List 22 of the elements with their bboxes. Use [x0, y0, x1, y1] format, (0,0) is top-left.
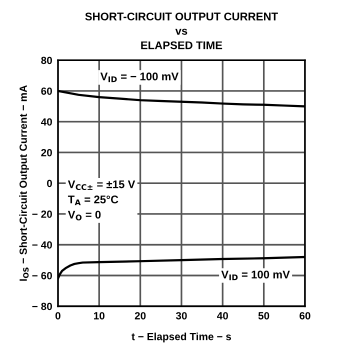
annotation: V$_{ID}$ = 100 mV: [221, 270, 290, 280]
chart-title: SHORT-CIRCUIT OUTPUT CURRENT vs ELAPSED TIME: [85, 12, 278, 50]
x-tick-label: 0: [55, 312, 60, 320]
x-tick-label: 20: [134, 312, 146, 320]
x-axis-title: t − Elapsed Time − s: [132, 332, 232, 342]
x-tick-label: 50: [258, 312, 270, 320]
y-tick-label: − 40: [32, 241, 52, 249]
annotation: V$_{ID}$ = − 100 mV: [100, 72, 179, 82]
x-tick-label: 30: [176, 312, 187, 320]
x-tick-label: 60: [300, 312, 310, 320]
y-tick-label: 60: [41, 87, 52, 95]
x-tick-label: 40: [217, 312, 228, 320]
text: V$_{CC±}$ = ±15 V T$_{A}$ = 25°C V$_{O}$ = 0: [68, 180, 136, 220]
y-tick-label: 20: [41, 148, 52, 156]
y-tick-label: − 80: [32, 302, 52, 310]
y-tick-label: − 60: [32, 272, 52, 280]
y-tick-label: 40: [40, 118, 52, 126]
y-tick-label: 0: [47, 180, 52, 188]
y-tick-label: − 20: [32, 210, 52, 218]
x-tick-label: 10: [94, 312, 104, 320]
y-axis-title: I$_{OS}$ − Short-Circuit Output Current − mA: [19, 85, 29, 281]
y-tick-label: 80: [41, 56, 52, 64]
